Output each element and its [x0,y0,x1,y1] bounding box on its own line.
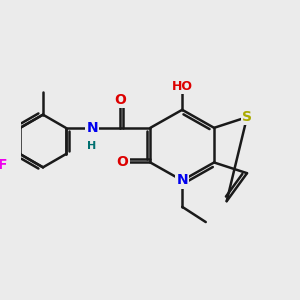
Text: N: N [176,173,188,188]
Text: F: F [0,158,7,172]
Text: O: O [117,155,128,170]
Text: O: O [114,93,126,107]
Text: S: S [242,110,252,124]
Text: H: H [88,141,97,151]
Text: N: N [86,121,98,135]
Text: HO: HO [172,80,193,93]
